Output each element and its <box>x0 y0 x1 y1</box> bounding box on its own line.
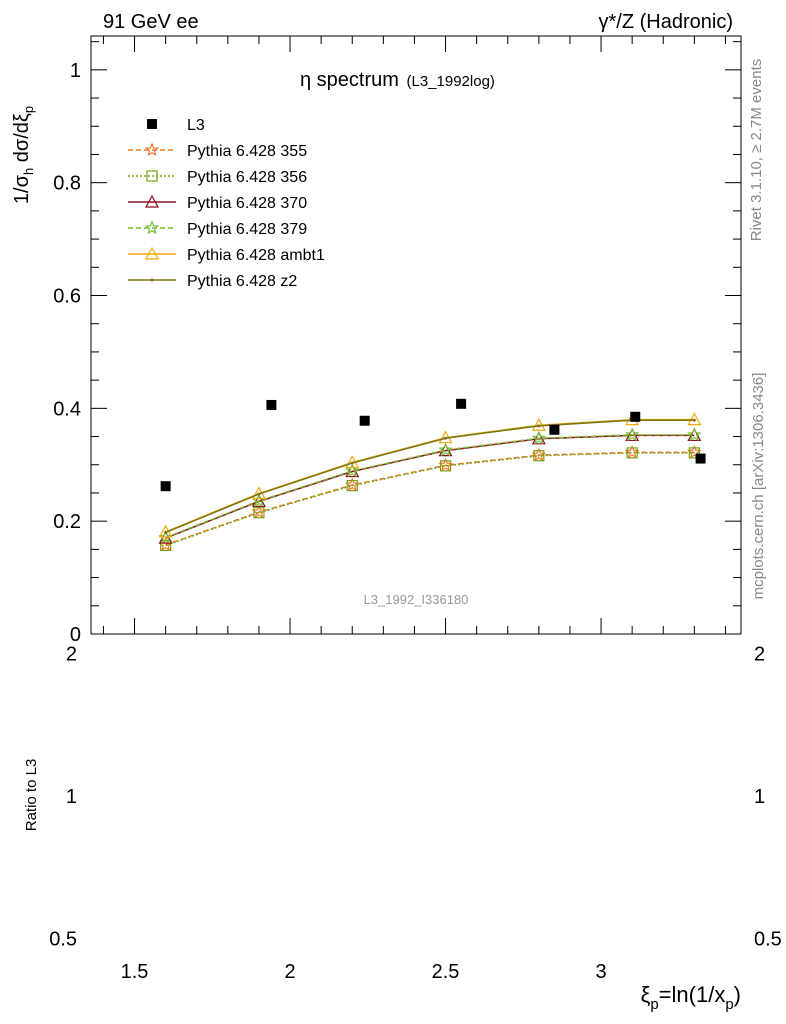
x-axis-label: ξp=ln(1/xp) <box>640 982 741 1013</box>
series-line-2 <box>165 434 695 539</box>
ratio-tick-label-left: 0.5 <box>49 928 77 950</box>
series-point-5 <box>444 436 448 440</box>
data-point <box>695 453 706 464</box>
series-point-3 <box>624 427 640 441</box>
series-point-3 <box>345 463 360 478</box>
series-point-5 <box>692 418 696 422</box>
ratio-tick-label-right: 2 <box>754 644 765 666</box>
x-tick-label: 1.5 <box>121 961 149 983</box>
series-point-1 <box>626 447 638 459</box>
ratio-tick-label-right: 0.5 <box>754 928 782 950</box>
series-line-5 <box>165 419 695 534</box>
series-point-4 <box>531 418 546 431</box>
series-point-1 <box>253 507 265 519</box>
legend-marker-data <box>147 119 157 129</box>
y-tick-label: 0.2 <box>53 511 81 533</box>
y-tick-label: 0.4 <box>53 398 81 420</box>
series-point-0 <box>345 477 360 492</box>
data-point <box>160 481 171 492</box>
rivet-label: Rivet 3.1.10, ≥ 2.7M events <box>748 59 765 242</box>
series-point-3 <box>531 430 547 445</box>
y-tick-label: 0.6 <box>53 286 81 308</box>
series-point-5 <box>164 530 168 534</box>
series-point-5 <box>257 492 261 496</box>
series-point-3 <box>438 442 453 457</box>
series-point-1 <box>439 460 452 472</box>
y-tick-label: 1 <box>70 60 81 82</box>
data-point <box>630 411 641 422</box>
ratio-tick-label-left: 1 <box>66 786 77 808</box>
ratio-tick-label-right: 1 <box>754 786 765 808</box>
legend-marker-0 <box>144 142 160 157</box>
mcplots-label: mcplots.cern.ch [arXiv:1306.3436] <box>750 373 767 600</box>
series-point-0 <box>438 457 453 472</box>
legend-label-4: Pythia 6.428 ambt1 <box>187 247 325 264</box>
main-plot-frame <box>90 35 742 635</box>
ratio-tick-label-left: 2 <box>66 644 77 666</box>
series-line-0 <box>165 451 695 546</box>
chart-title-note: (L3_1992log) <box>407 73 495 90</box>
legend-marker-5 <box>150 278 154 282</box>
legend-label-1: Pythia 6.428 356 <box>187 169 307 186</box>
y-tick-label: 0.8 <box>53 173 81 195</box>
x-tick-label: 3 <box>595 961 606 983</box>
legend-marker-3 <box>144 220 160 235</box>
data-point <box>549 424 560 435</box>
series-point-1 <box>346 480 358 492</box>
data-point <box>359 415 370 426</box>
series-point-3 <box>158 529 173 544</box>
chart-title-main: η spectrum <box>300 69 399 91</box>
series-point-5 <box>350 461 354 465</box>
x-tick-label: 2.5 <box>432 961 460 983</box>
legend-marker-2 <box>144 194 160 208</box>
legend-label-2: Pythia 6.428 370 <box>187 195 307 212</box>
data-point <box>266 399 277 410</box>
legend-marker-1 <box>146 170 158 182</box>
legend-marker-4 <box>144 246 160 260</box>
legend-label-3: Pythia 6.428 379 <box>187 221 307 238</box>
legend-label-data: L3 <box>187 117 205 134</box>
series-point-4 <box>687 412 702 426</box>
series-point-0 <box>624 444 640 459</box>
x-tick-label: 2 <box>284 961 295 983</box>
legend-label-5: Pythia 6.428 z2 <box>187 273 297 290</box>
legend-label-0: Pythia 6.428 355 <box>187 143 307 160</box>
header-right: γ*/Z (Hadronic) <box>599 11 733 33</box>
series-line-3 <box>165 434 695 539</box>
y-axis-label: 1/σh dσ/dξp <box>11 106 36 204</box>
series-point-5 <box>537 424 541 428</box>
ratio-y-axis-label: Ratio to L3 <box>23 759 40 832</box>
series-point-0 <box>687 444 702 459</box>
series-point-0 <box>531 447 547 462</box>
series-point-1 <box>688 447 700 459</box>
y-tick-label: 0 <box>70 624 81 646</box>
header-left: 91 GeV ee <box>103 11 199 33</box>
series-point-0 <box>251 504 267 519</box>
chart-title: η spectrum (L3_1992log) <box>300 69 495 91</box>
series-point-3 <box>687 427 702 441</box>
data-point <box>456 398 467 409</box>
series-point-1 <box>533 450 545 462</box>
watermark: L3_1992_I336180 <box>364 592 469 607</box>
